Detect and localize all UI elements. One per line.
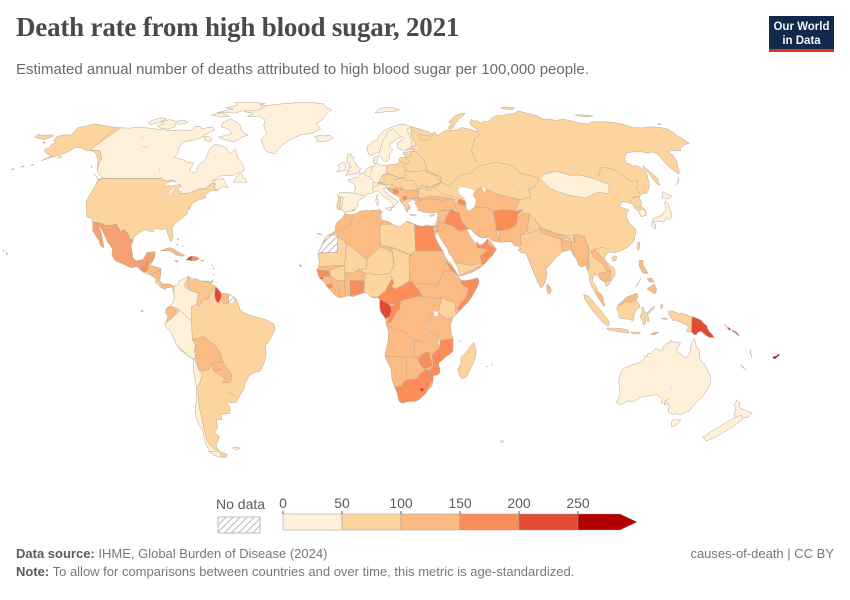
- svg-text:0: 0: [279, 495, 287, 511]
- svg-text:100: 100: [389, 495, 413, 511]
- svg-text:50: 50: [334, 495, 350, 511]
- svg-text:200: 200: [507, 495, 531, 511]
- svg-text:250: 250: [566, 495, 590, 511]
- svg-text:150: 150: [448, 495, 472, 511]
